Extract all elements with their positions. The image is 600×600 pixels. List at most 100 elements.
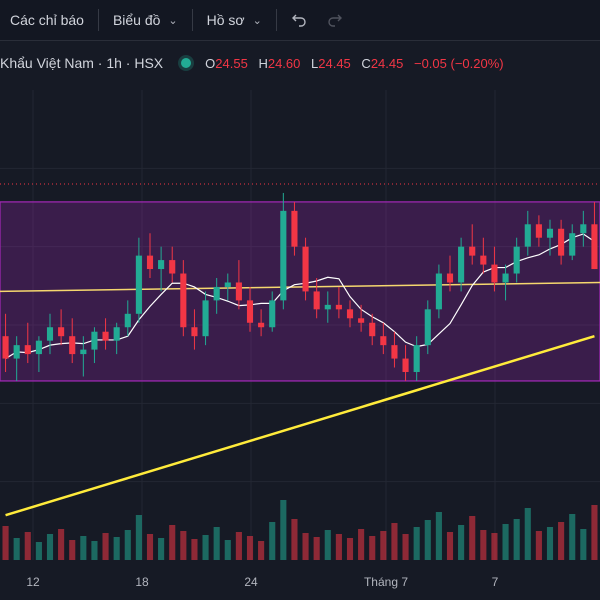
symbol-title[interactable]: Khẩu Việt Nam · 1h · HSX: [0, 55, 164, 71]
volume-bar: [391, 523, 398, 560]
candle-body: [513, 246, 520, 274]
candle-body: [369, 322, 376, 337]
volume-bar: [46, 534, 54, 560]
candle-body: [158, 260, 165, 270]
time-axis-label: 24: [244, 575, 258, 589]
candle-body: [202, 300, 209, 337]
chart-menu-button[interactable]: Biểu đồ ⌄: [103, 0, 188, 40]
volume-bar: [124, 530, 131, 560]
candle-body: [435, 273, 442, 310]
candle-body: [591, 224, 598, 270]
volume-bar: [402, 534, 409, 560]
low-key: L: [311, 55, 319, 71]
candle-body: [558, 228, 565, 256]
profile-menu-label: Hồ sơ: [206, 12, 245, 28]
time-axis-label: Tháng 7: [363, 575, 409, 589]
volume-bar: [358, 529, 365, 560]
candle-body: [446, 273, 454, 283]
candle-body: [502, 273, 509, 283]
profile-menu-button[interactable]: Hồ sơ ⌄: [197, 0, 272, 40]
volume-bar: [291, 519, 298, 560]
change-value: −0.05 (−0.20%): [413, 55, 504, 71]
candle-body: [380, 336, 387, 346]
candle-body: [213, 286, 220, 301]
volume-bar: [113, 537, 120, 560]
volume-bar: [369, 536, 376, 560]
candle-body: [102, 331, 109, 341]
volume-bar: [591, 505, 598, 560]
volume-bar: [169, 525, 176, 560]
volume-bar: [146, 534, 154, 560]
volume-bar: [413, 527, 420, 560]
volume-bar: [135, 515, 142, 560]
candle-body: [524, 224, 531, 247]
volume-bar: [24, 532, 31, 560]
volume-bar: [80, 536, 87, 560]
candle-body: [113, 327, 120, 341]
undo-button[interactable]: [281, 0, 317, 40]
candle-body: [313, 291, 320, 310]
candle-body: [69, 336, 76, 355]
volume-bar: [469, 516, 476, 560]
indicators-label: Các chỉ báo: [10, 12, 84, 28]
volume-bar: [324, 530, 331, 560]
volume-bar: [235, 532, 242, 560]
open-key: O: [205, 55, 216, 71]
open-value: 24.55: [215, 55, 248, 71]
candle-body: [191, 327, 198, 337]
close-value: 24.45: [370, 55, 404, 71]
top-toolbar: Các chỉ báo Biểu đồ ⌄ Hồ sơ ⌄: [0, 0, 600, 41]
volume-bar: [102, 533, 109, 560]
volume-bar: [458, 525, 465, 560]
volume-bar: [480, 530, 487, 560]
candle-body: [258, 322, 265, 328]
moving-average-flat: [0, 281, 600, 293]
volume-bar: [224, 540, 231, 560]
candle-body: [169, 260, 176, 274]
volume-bar: [191, 539, 198, 560]
toolbar-divider: [97, 9, 99, 31]
candle-body: [58, 327, 65, 337]
candle-body: [46, 327, 54, 341]
candle-body: [35, 340, 42, 355]
candle-body: [269, 300, 276, 328]
close-key: C: [361, 55, 371, 71]
candle-body: [391, 345, 398, 359]
volume-bar: [513, 519, 520, 560]
time-axis-label: 7: [491, 575, 499, 589]
low-value: 24.45: [318, 55, 351, 71]
volume-bar: [180, 531, 187, 560]
volume-bar: [424, 520, 431, 560]
candle-body: [358, 318, 365, 323]
redo-button[interactable]: [317, 0, 353, 40]
candle-body: [580, 224, 587, 234]
volume-bar: [58, 529, 65, 560]
candle-body: [291, 210, 298, 247]
candle-body: [535, 224, 542, 238]
volume-bar: [380, 531, 387, 560]
ohlc-values: O24.55 H24.60 L24.45 C24.45 −0.05 (−0.20…: [205, 56, 503, 71]
indicators-button[interactable]: Các chỉ báo: [0, 0, 94, 40]
volume-bar: [246, 536, 254, 560]
candle-body: [80, 349, 87, 355]
candle-body: [246, 300, 254, 323]
volume-bar: [91, 541, 98, 560]
candle-body: [458, 246, 465, 283]
time-axis-label: 12: [26, 575, 40, 589]
candle-body: [235, 282, 242, 301]
candle-body: [146, 255, 154, 270]
candle-body: [402, 358, 409, 372]
candle-body: [135, 255, 142, 314]
volume-bar: [580, 529, 587, 560]
chevron-down-icon: ⌄: [252, 14, 262, 27]
high-value: 24.60: [267, 55, 301, 71]
volume-bar: [202, 535, 209, 560]
candle-body: [24, 345, 31, 355]
candle-body: [491, 264, 498, 283]
redo-icon: [328, 14, 342, 27]
volume-bar: [302, 533, 309, 560]
volume-bar: [35, 542, 42, 560]
candle-body: [546, 228, 554, 238]
chart-menu-label: Biểu đồ: [112, 12, 161, 28]
